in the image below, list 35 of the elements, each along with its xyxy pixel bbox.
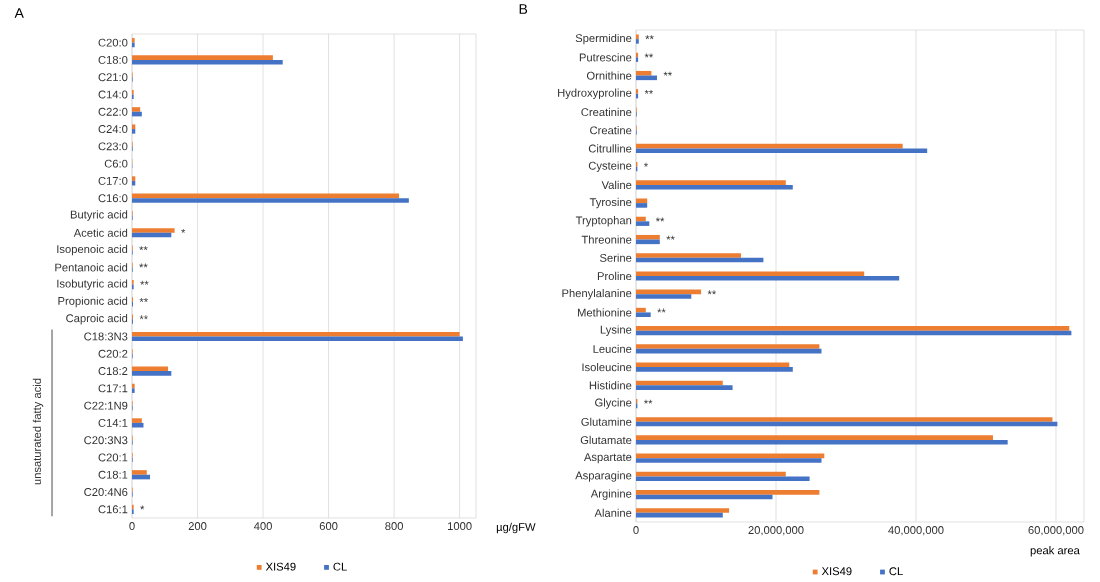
bar — [636, 385, 733, 390]
bar — [636, 221, 650, 226]
bar — [636, 458, 822, 463]
bar — [636, 344, 820, 349]
bar — [636, 435, 993, 440]
bar — [636, 312, 651, 318]
bar — [636, 439, 1008, 445]
bar — [636, 294, 692, 299]
bar — [636, 180, 786, 185]
bar — [132, 336, 463, 342]
bar — [132, 371, 172, 376]
bar — [132, 418, 142, 423]
bar — [636, 148, 928, 154]
bar — [636, 362, 790, 368]
bar — [132, 198, 409, 203]
bar — [132, 470, 147, 475]
bar — [636, 508, 730, 513]
bar — [636, 70, 652, 76]
bar — [636, 490, 820, 495]
bar — [636, 417, 1053, 422]
bar — [132, 107, 141, 112]
bar — [132, 55, 273, 60]
bar — [636, 234, 660, 240]
bar — [636, 476, 810, 482]
bar — [636, 275, 900, 281]
bar — [636, 271, 865, 276]
bar — [636, 253, 741, 258]
bar — [636, 203, 648, 208]
bar — [132, 59, 283, 65]
bar — [132, 228, 175, 233]
bar — [636, 367, 793, 372]
bar — [636, 198, 648, 204]
bar — [636, 326, 1070, 331]
bar — [132, 366, 169, 372]
bar — [132, 422, 144, 428]
